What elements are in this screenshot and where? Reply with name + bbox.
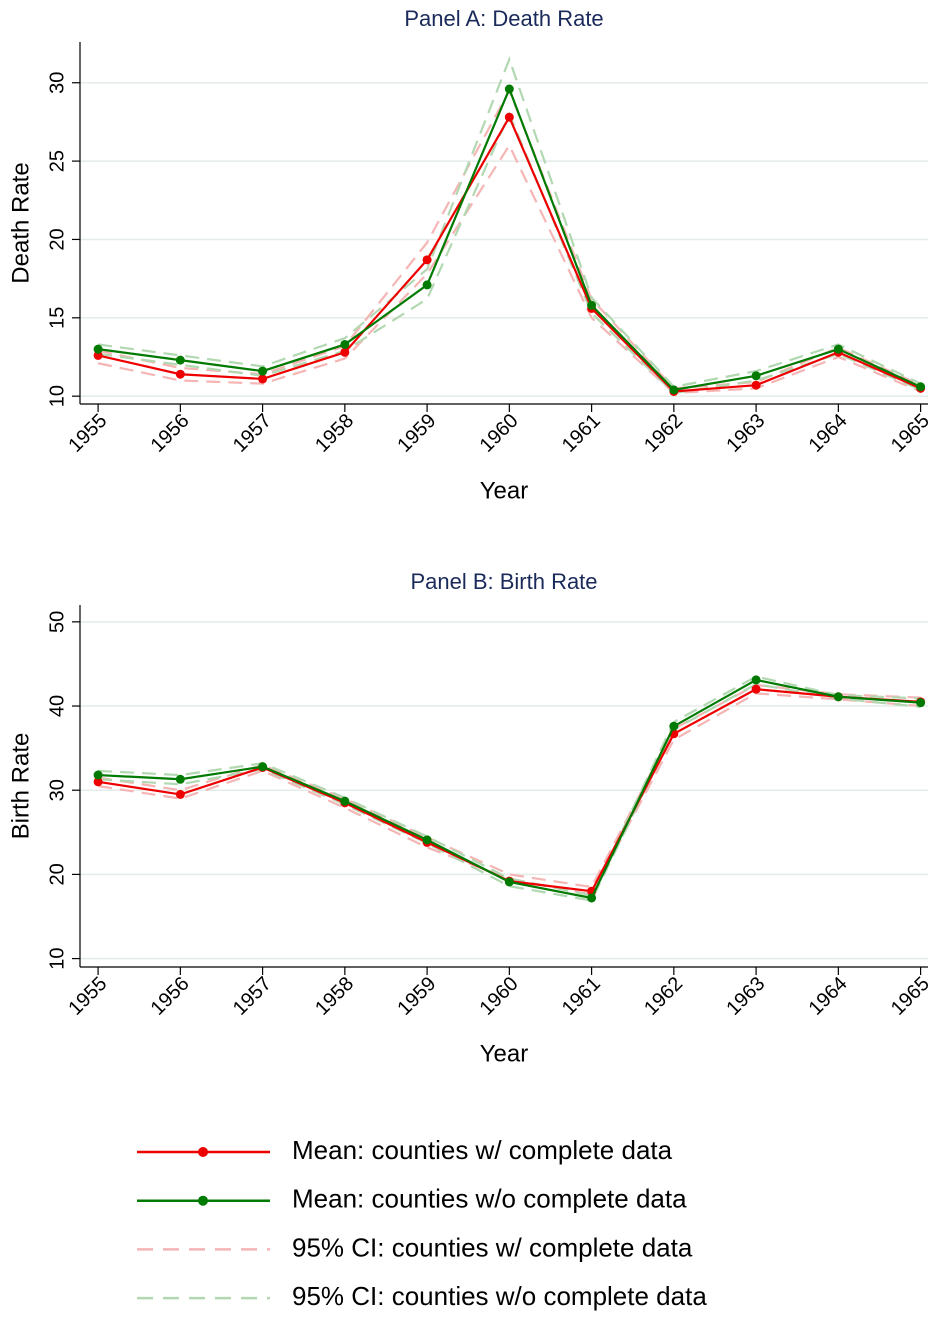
- ci-line: [97, 683, 921, 889]
- point: [93, 344, 103, 354]
- x-tick-label: 1963: [722, 410, 769, 457]
- point: [175, 789, 185, 799]
- point: [258, 366, 268, 376]
- point: [504, 112, 514, 122]
- x-tick-label: 1956: [147, 410, 194, 457]
- x-tick-label: 1958: [311, 410, 358, 457]
- point: [587, 300, 597, 310]
- point: [669, 721, 679, 731]
- point: [258, 374, 268, 384]
- point: [422, 255, 432, 265]
- ci-line: [97, 692, 921, 896]
- x-axis-label: Year: [480, 477, 529, 504]
- y-tick-label: 40: [46, 695, 68, 717]
- point: [916, 698, 926, 708]
- legend-label: Mean: counties w/o complete data: [292, 1184, 687, 1214]
- x-tick-label: 1963: [722, 973, 769, 1020]
- legend-label: 95% CI: counties w/o complete data: [292, 1281, 707, 1311]
- point: [751, 684, 761, 694]
- point: [504, 84, 514, 94]
- x-tick-label: 1957: [229, 973, 276, 1020]
- point: [669, 385, 679, 395]
- y-axis-label: Birth Rate: [7, 733, 34, 840]
- x-tick-label: 1964: [805, 410, 852, 457]
- point: [916, 382, 926, 392]
- point: [751, 371, 761, 381]
- y-tick-label: 30: [46, 72, 68, 94]
- point: [340, 339, 350, 349]
- y-axis-label: Death Rate: [7, 162, 34, 283]
- legend-marker: [198, 1147, 208, 1157]
- x-tick-label: 1961: [558, 410, 605, 457]
- x-tick-label: 1959: [393, 973, 440, 1020]
- point: [751, 675, 761, 685]
- y-tick-label: 30: [46, 779, 68, 801]
- point: [504, 877, 514, 887]
- point: [258, 762, 268, 772]
- x-tick-label: 1960: [476, 973, 523, 1020]
- point: [93, 770, 103, 780]
- x-tick-label: 1956: [147, 973, 194, 1020]
- legend-marker: [198, 1195, 208, 1206]
- ci-line: [98, 675, 921, 897]
- x-tick-label: 1958: [311, 973, 358, 1020]
- chart-title: Panel B: Birth Rate: [410, 569, 597, 594]
- x-tick-label: 1959: [393, 410, 440, 457]
- point: [340, 796, 350, 806]
- ci-line: [97, 143, 922, 395]
- point: [833, 344, 843, 354]
- point: [175, 369, 185, 379]
- y-tick-label: 20: [46, 228, 68, 250]
- y-tick-label: 10: [46, 947, 68, 969]
- point: [422, 280, 432, 290]
- x-tick-label: 1964: [805, 973, 852, 1020]
- point: [587, 893, 597, 903]
- point: [340, 347, 350, 357]
- x-tick-label: 1965: [887, 410, 930, 457]
- ci-line: [97, 56, 922, 388]
- x-tick-label: 1955: [64, 410, 111, 457]
- x-tick-label: 1962: [640, 410, 687, 457]
- mean-line: [98, 678, 921, 900]
- legend-label: 95% CI: counties w/ complete data: [292, 1232, 693, 1262]
- x-tick-label: 1961: [558, 973, 605, 1020]
- x-tick-label: 1962: [640, 973, 687, 1020]
- point: [175, 774, 185, 784]
- point: [93, 777, 103, 787]
- ci-line: [97, 111, 922, 395]
- mean-line: [97, 114, 922, 393]
- x-tick-label: 1965: [887, 973, 930, 1020]
- chart-title: Panel A: Death Rate: [404, 6, 603, 31]
- point: [751, 380, 761, 390]
- x-tick-label: 1955: [64, 973, 111, 1020]
- point: [175, 355, 185, 365]
- ci-line: [98, 682, 921, 902]
- point: [422, 835, 432, 845]
- x-axis-label: Year: [480, 1040, 529, 1067]
- legend-label: Mean: counties w/ complete data: [292, 1135, 673, 1165]
- point: [833, 692, 843, 702]
- y-tick-label: 20: [46, 863, 68, 885]
- y-tick-label: 25: [46, 150, 68, 172]
- x-tick-label: 1960: [476, 410, 523, 457]
- y-tick-label: 15: [46, 307, 68, 329]
- x-tick-label: 1957: [229, 410, 276, 457]
- y-tick-label: 50: [46, 611, 68, 633]
- y-tick-label: 10: [46, 385, 68, 407]
- point: [93, 350, 103, 360]
